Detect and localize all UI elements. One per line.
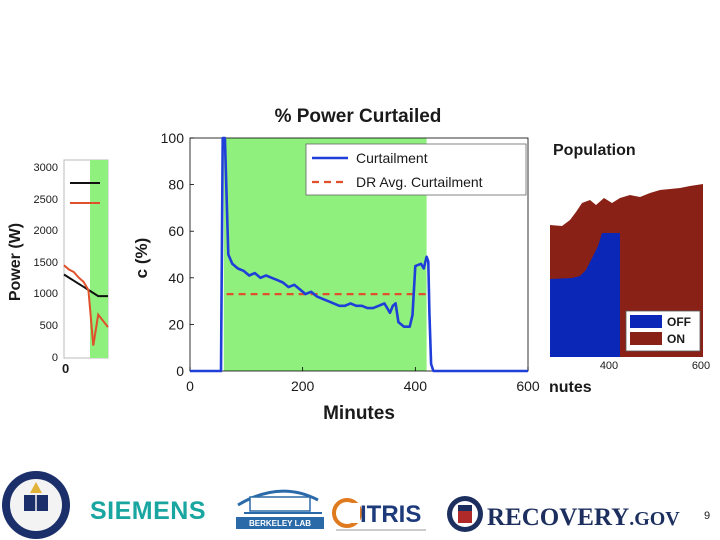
main-ylabel: c (%) <box>132 238 151 279</box>
left-ytick-2500: 2500 <box>34 194 58 206</box>
main-ytick-100: 100 <box>161 130 185 146</box>
left-ytick-0: 0 <box>52 352 58 364</box>
left-ytick-1000: 1000 <box>34 288 58 300</box>
left-ytick-1500: 1500 <box>34 257 58 269</box>
right-legend-off-label: OFF <box>667 315 691 329</box>
main-legend-curtailment-label: Curtailment <box>356 150 428 166</box>
citris-c-gap <box>352 503 360 523</box>
main-ytick-60: 60 <box>168 223 184 239</box>
main-legend-frame <box>305 143 527 196</box>
main-xtick-400: 400 <box>404 378 428 394</box>
main-legend: Curtailment DR Avg. Curtailment <box>305 143 527 196</box>
berkeley-label-bg <box>236 517 324 529</box>
right-population-chart: OFF ON Population 400 600 nutes <box>549 142 710 396</box>
berkeley-building <box>249 496 311 512</box>
left-ylabel: Power (W) <box>7 223 24 301</box>
footer-logos: SIEMENS BERKELEY LAB ITRIS RECOVERY.GOV … <box>2 471 710 539</box>
main-ytick-40: 40 <box>168 270 184 286</box>
right-area-off <box>550 233 620 357</box>
uc-seal-logo <box>2 471 70 539</box>
siemens-logo: SIEMENS <box>90 497 206 525</box>
recovery-text: RECOVERY.GOV <box>487 504 680 531</box>
right-legend-on-swatch <box>630 332 662 345</box>
main-xtick-0: 0 <box>186 378 194 394</box>
main-series-curtailment <box>190 136 528 373</box>
right-xtick-600: 600 <box>692 360 710 372</box>
left-ytick-2000: 2000 <box>34 225 58 237</box>
recovery-gov-logo: RECOVERY.GOV <box>447 496 680 532</box>
main-legend-dr-label: DR Avg. Curtailment <box>356 174 483 190</box>
right-xtick-400: 400 <box>600 360 618 372</box>
main-plot-frame <box>189 137 529 372</box>
citris-logo: ITRIS <box>332 498 426 531</box>
left-ytick-3000: 3000 <box>34 162 58 174</box>
recovery-text-main: RECOVERY <box>487 504 629 531</box>
main-xlabel: Minutes <box>323 403 395 424</box>
left-series-red <box>63 264 109 346</box>
left-power-chart: 3000 2500 2000 1500 1000 500 0 0 Power (… <box>7 159 109 376</box>
page-number: 9 <box>704 510 710 522</box>
left-shaded-region <box>90 160 108 358</box>
main-ytick-80: 80 <box>168 177 184 193</box>
main-xtick-600: 600 <box>516 378 540 394</box>
main-ytick-20: 20 <box>168 316 184 332</box>
left-xtick-0: 0 <box>62 361 69 376</box>
berkeley-label: BERKELEY LAB <box>249 519 311 528</box>
main-curtailment-chart: 0 20 40 60 80 100 0 200 400 600 Curtailment DR A… <box>132 106 547 424</box>
main-ytick-0: 0 <box>176 363 184 379</box>
right-title: Population <box>553 142 636 159</box>
main-xtick-200: 200 <box>291 378 315 394</box>
main-x-ticks: 0 200 400 600 <box>186 367 540 394</box>
right-legend-on-label: ON <box>667 332 685 346</box>
left-ytick-500: 500 <box>40 320 58 332</box>
recovery-text-suffix: .GOV <box>629 508 680 530</box>
citris-text: ITRIS <box>360 501 421 528</box>
main-title: % Power Curtailed <box>275 106 442 127</box>
uc-seal-star <box>30 482 42 493</box>
left-series-black <box>63 273 108 298</box>
right-xlabel: nutes <box>549 379 592 396</box>
berkeley-lab-logo: BERKELEY LAB <box>236 489 324 529</box>
main-y-ticks: 0 20 40 60 80 100 <box>161 130 194 379</box>
recovery-seal-shield-top <box>458 505 472 511</box>
right-legend-off-swatch <box>630 315 662 328</box>
